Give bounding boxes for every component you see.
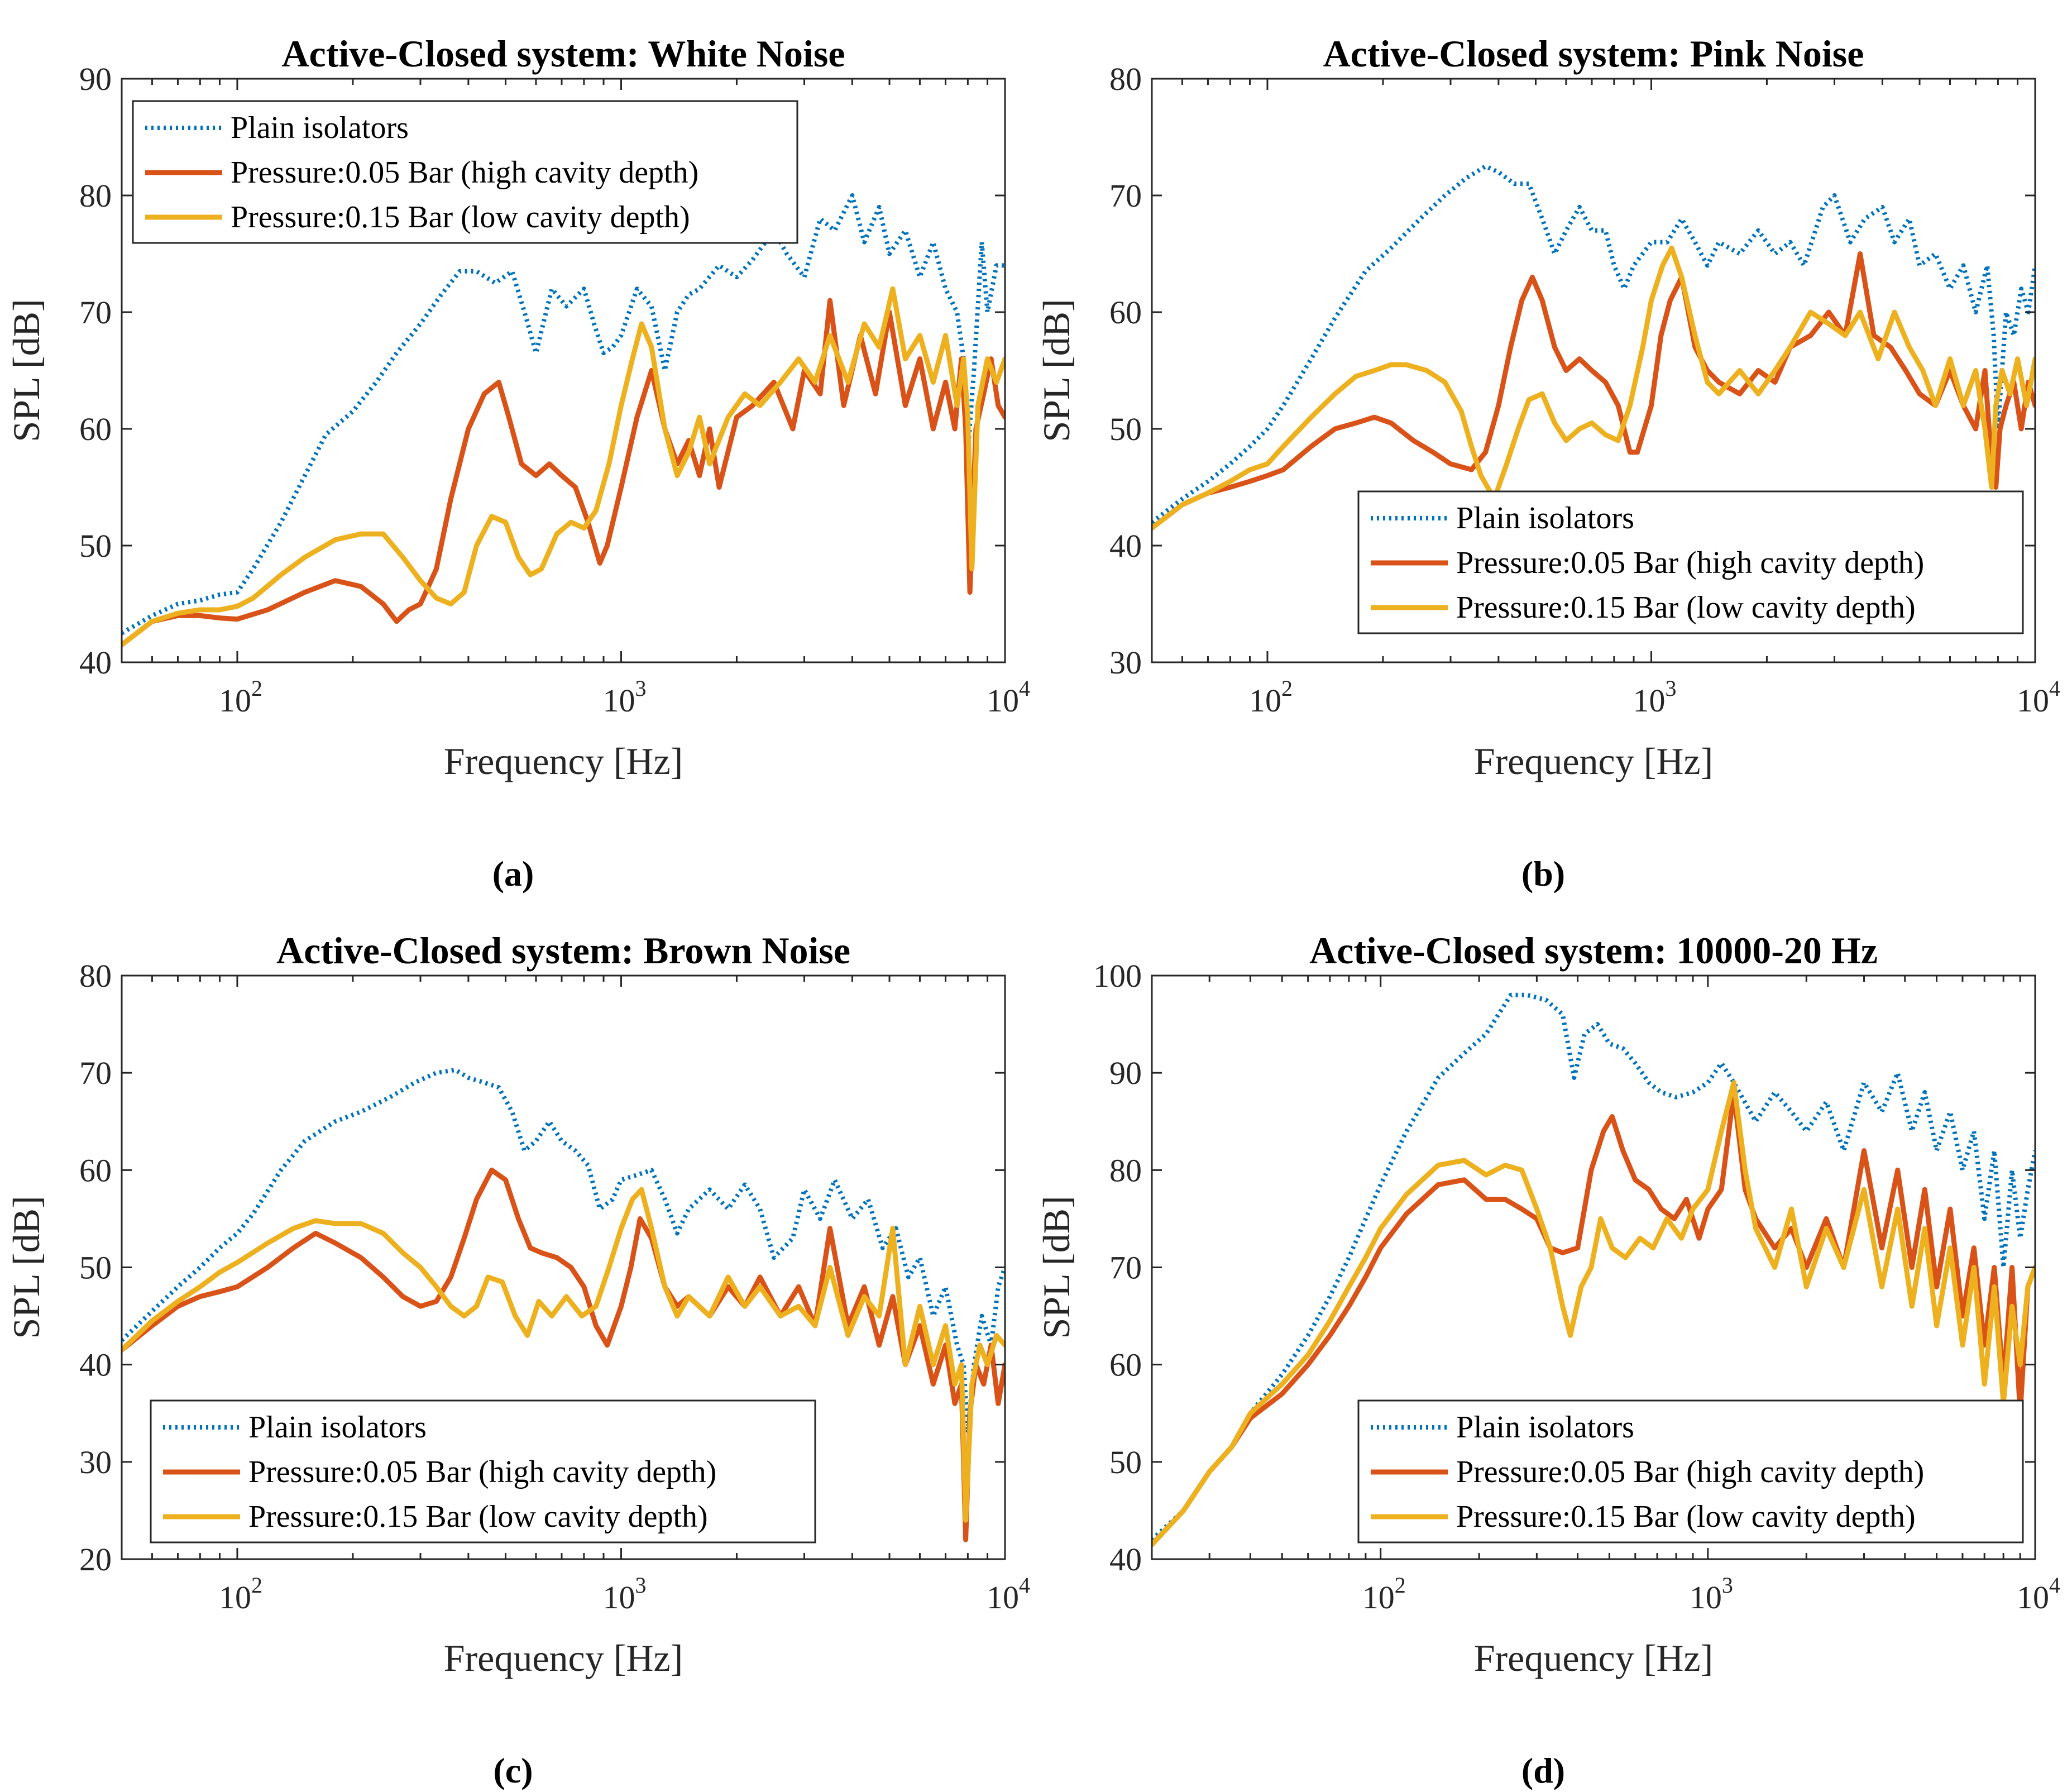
legend: Plain isolators Pressure:0.05 Bar (high c…	[150, 1399, 816, 1543]
series-line-pressure-0-05-bar	[1152, 1089, 2035, 1547]
series-line-pressure-0-15-bar	[1152, 1080, 2035, 1547]
legend-label: Pressure:0.05 Bar (high cavity depth)	[1456, 1455, 1924, 1489]
axes-box	[1151, 974, 2036, 1560]
legend-label: Plain isolators	[231, 111, 409, 145]
x-tick-label: 104	[2017, 676, 2060, 719]
panel-caption: (d)	[1521, 1751, 1565, 1790]
x-tick-label: 103	[602, 676, 646, 719]
series-line-pressure-0-05-bar	[122, 1167, 1005, 1542]
axes-box	[1151, 78, 2036, 663]
legend-label: Pressure:0.05 Bar (high cavity depth)	[248, 1455, 716, 1489]
x-axis-label: Frequency [Hz]	[1474, 740, 1714, 782]
y-tick-label: 40	[79, 1347, 112, 1383]
y-tick-label: 60	[1109, 294, 1142, 331]
x-tick-label: 104	[987, 1573, 1030, 1616]
legend-label: Plain isolators	[1456, 501, 1634, 536]
panel-caption: (c)	[493, 1751, 533, 1790]
panel-a: 40 50 60 70 80 90 102 103 104 Active-Closed syste…	[5, 32, 1030, 893]
y-tick-label: 70	[1109, 178, 1142, 214]
y-tick-label: 50	[79, 1250, 112, 1286]
x-tick-label: 104	[987, 676, 1030, 719]
series-line-pressure-0-15-bar	[122, 286, 1005, 648]
panel-caption: (a)	[492, 854, 534, 893]
y-tick-label: 30	[1109, 644, 1142, 681]
y-tick-label: 20	[79, 1541, 112, 1578]
panel-c: 20 30 40 50 60 70 80 102 103 104 Active-Closed sys…	[5, 929, 1030, 1790]
series-line-plain-isolators	[122, 193, 1005, 635]
x-axis-label: Frequency [Hz]	[444, 1637, 683, 1679]
legend: Plain isolators Pressure:0.05 Bar (high c…	[132, 100, 798, 244]
panel-d: 40 50 60 70 80 90 100 102 103 104 Active-Closed sy…	[1035, 929, 2060, 1790]
x-tick-label: 102	[1249, 676, 1293, 719]
y-tick-label: 70	[79, 294, 112, 331]
y-tick-label: 90	[1109, 1055, 1142, 1091]
y-tick-label: 90	[79, 61, 112, 97]
series-line-plain-isolators	[1152, 992, 2035, 1542]
y-axis-label: SPL [dB]	[1035, 1196, 1078, 1339]
legend-label: Pressure:0.15 Bar (low cavity depth)	[1456, 1499, 1916, 1534]
x-tick-label: 102	[219, 1573, 262, 1616]
y-tick-label: 70	[1109, 1250, 1142, 1286]
legend-label: Pressure:0.15 Bar (low cavity depth)	[248, 1499, 708, 1534]
legend-label: Pressure:0.15 Bar (low cavity depth)	[1456, 590, 1916, 625]
x-tick-label: 103	[1690, 1573, 1733, 1616]
legend-label: Pressure:0.05 Bar (high cavity depth)	[231, 155, 698, 190]
x-tick-label: 102	[219, 676, 262, 719]
y-tick-label: 80	[79, 958, 112, 994]
legend-box	[132, 100, 798, 244]
legend: Plain isolators Pressure:0.05 Bar (high c…	[1357, 490, 2024, 634]
chart-title: Active-Closed system: 10000-20 Hz	[1309, 929, 1878, 972]
y-tick-label: 80	[1109, 61, 1142, 97]
y-tick-label: 30	[79, 1444, 112, 1480]
y-tick-label: 80	[1109, 1152, 1142, 1188]
y-tick-label: 100	[1093, 958, 1142, 994]
y-tick-label: 40	[1109, 1541, 1142, 1578]
x-tick-label: 102	[1362, 1573, 1406, 1616]
legend-label: Pressure:0.05 Bar (high cavity depth)	[1456, 546, 1924, 580]
y-tick-label: 60	[79, 411, 112, 447]
y-tick-label: 50	[1109, 411, 1142, 447]
legend-label: Pressure:0.15 Bar (low cavity depth)	[231, 200, 690, 235]
y-axis-label: SPL [dB]	[5, 299, 47, 442]
x-tick-label: 103	[602, 1573, 646, 1616]
chart-title: Active-Closed system: Brown Noise	[276, 929, 850, 972]
y-tick-label: 80	[79, 178, 112, 214]
y-tick-label: 40	[79, 644, 112, 681]
chart-title: Active-Closed system: White Noise	[281, 32, 845, 75]
y-tick-label: 70	[79, 1055, 112, 1091]
legend-box	[1357, 490, 2024, 634]
series-line-pressure-0-15-bar	[1152, 245, 2035, 531]
y-axis-label: SPL [dB]	[1035, 299, 1078, 442]
y-tick-label: 50	[1109, 1444, 1142, 1480]
panel-caption: (b)	[1521, 854, 1565, 893]
series-line-pressure-0-15-bar	[122, 1187, 1005, 1523]
legend-label: Plain isolators	[248, 1410, 427, 1445]
axes-box	[121, 78, 1006, 663]
x-tick-label: 103	[1633, 676, 1676, 719]
series-line-pressure-0-05-bar	[122, 298, 1005, 648]
y-tick-label: 60	[1109, 1347, 1142, 1383]
chart-title: Active-Closed system: Pink Noise	[1323, 32, 1864, 75]
legend-box	[1357, 1399, 2024, 1543]
series-line-plain-isolators	[1152, 164, 2035, 524]
x-axis-label: Frequency [Hz]	[1474, 1637, 1714, 1679]
y-tick-label: 40	[1109, 528, 1142, 564]
legend: Plain isolators Pressure:0.05 Bar (high c…	[1357, 1399, 2024, 1543]
x-axis-label: Frequency [Hz]	[444, 740, 683, 782]
panel-b: 30 40 50 60 70 80 102 103 104 Active-Closed syste…	[1035, 32, 2060, 893]
x-tick-label: 104	[2017, 1573, 2060, 1616]
y-axis-label: SPL [dB]	[5, 1196, 47, 1339]
legend-label: Plain isolators	[1456, 1410, 1634, 1445]
y-tick-label: 50	[79, 528, 112, 564]
y-tick-label: 60	[79, 1152, 112, 1188]
axes-box	[121, 974, 1006, 1560]
legend-box	[150, 1399, 816, 1543]
